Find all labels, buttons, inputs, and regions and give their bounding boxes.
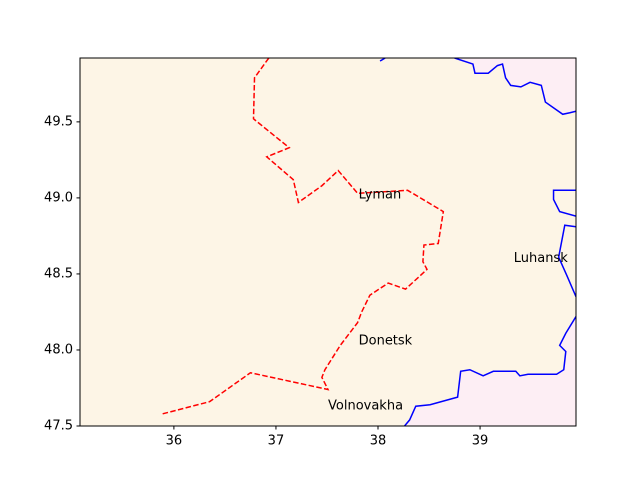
city-label: Luhansk [514,251,568,266]
axes: 36 37 38 39 47.5 48.0 48.5 49.0 49.5 [44,57,577,449]
y-tick-label: 49.0 [44,190,73,205]
x-tick-label: 39 [472,434,489,449]
border-line [403,316,576,426]
plot-area: Lyman Luhansk Donetsk Volnovakha [80,58,576,426]
axes-frame [79,57,577,427]
border-line [454,58,576,116]
city-label: Donetsk [359,333,413,348]
front-line [162,58,445,415]
border-line [557,224,576,298]
x-tick-label: 36 [166,434,183,449]
y-tick-label: 48.5 [44,266,73,281]
border-line [379,58,386,62]
region-fill [404,316,576,426]
city-label: Volnovakha [328,399,403,414]
border-line [552,189,576,217]
y-tick-label: 47.5 [44,419,73,434]
y-tick-label: 49.5 [44,114,73,129]
x-tick-label: 37 [268,434,285,449]
y-tick-label: 48.0 [44,342,73,357]
x-tick-label: 38 [370,434,387,449]
city-label: Lyman [359,187,402,202]
